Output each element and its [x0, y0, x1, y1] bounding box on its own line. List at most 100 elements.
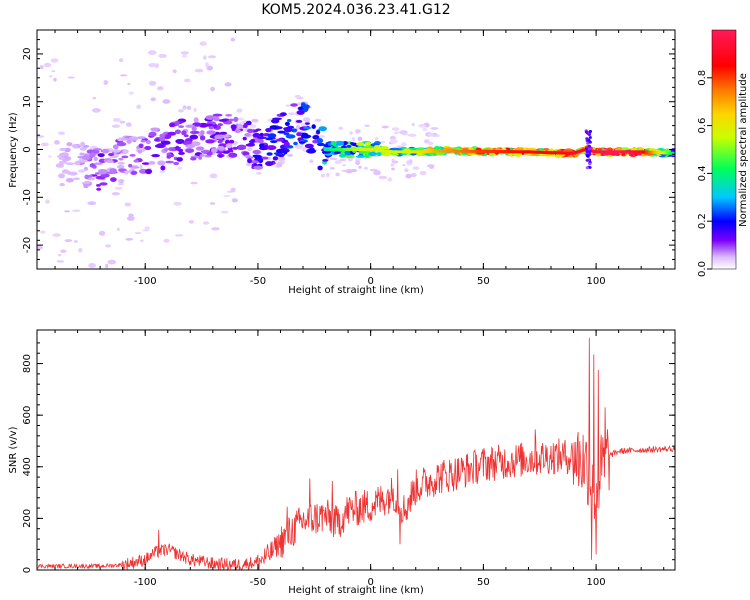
spectrogram-cell [181, 130, 187, 136]
colorbar: 0.0 0.2 0.4 0.6 0.8 Normalized spectral ampl… [697, 29, 749, 277]
spectrogram-cell [175, 145, 180, 151]
spectrogram-cell [269, 125, 278, 130]
x-tick-label: 100 [587, 577, 606, 588]
spectrogram-y-axis-label: Frequency (Hz) [8, 112, 19, 188]
spectrogram-speckle [134, 232, 142, 234]
spectrogram-cell [318, 126, 327, 132]
y-tick-label: 10 [22, 95, 33, 108]
spectrogram-speckle [105, 263, 109, 269]
spectrogram-cell [92, 148, 102, 151]
spectrogram-cell [117, 137, 124, 142]
spectrogram-cell [151, 154, 161, 158]
spectrogram-speckle [58, 131, 65, 135]
spectrogram-cell [303, 126, 312, 130]
spectrogram-speckle [150, 97, 156, 102]
spectrogram-speckle [37, 135, 45, 138]
spectrogram-cell [78, 159, 88, 163]
spectrogram-speckle [92, 108, 101, 113]
spectrogram-cell [178, 125, 185, 128]
spectrogram-speckle [48, 155, 52, 158]
spectrogram-speckle [128, 213, 134, 218]
spectrogram-cell [280, 112, 287, 116]
spectrogram-cell [80, 141, 86, 147]
spectrogram-speckle [128, 91, 134, 95]
spectrogram-cell [597, 147, 603, 151]
spectrogram-cell [195, 146, 205, 151]
spectrogram-cell [84, 174, 90, 180]
spectrogram-speckle [203, 221, 210, 225]
x-tick-label: 0 [367, 276, 373, 287]
spectrogram-cell [206, 152, 213, 156]
y-tick-label: -10 [22, 189, 33, 205]
spectrogram-speckle [172, 69, 177, 74]
spectrogram-speckle [210, 86, 216, 92]
spectrogram-cell [174, 120, 180, 126]
spectrogram-speckle [87, 201, 97, 206]
spectrogram-cell [141, 162, 151, 165]
spectrogram-cell [259, 132, 264, 137]
spectrogram-speckle [74, 240, 78, 243]
spectrogram-cell [284, 141, 290, 147]
spectrogram-speckle [342, 164, 346, 167]
y-tick-label: 800 [22, 354, 33, 373]
spectrogram-cell [287, 119, 292, 122]
spectrogram-speckle [230, 37, 235, 42]
spectrogram-cell [165, 160, 174, 164]
spectrogram-cell [58, 173, 66, 179]
spectrogram-cell [316, 142, 325, 147]
spectrogram-cell [81, 181, 91, 185]
spectrogram-speckle [186, 105, 192, 110]
spectrogram-cell [584, 130, 589, 134]
spectrogram-cell [108, 153, 115, 156]
spectrogram-cell [266, 152, 273, 156]
snr-x-axis-label: Height of straight line (km) [288, 585, 424, 596]
spectrogram-speckle [126, 216, 135, 221]
snr-series-line [37, 337, 675, 570]
figure-title: KOM5.2024.036.23.41.G12 [261, 2, 450, 18]
spectrogram-cell [276, 138, 284, 142]
spectrogram-cell [229, 118, 234, 122]
spectrogram-cell [159, 136, 166, 142]
colorbar-gradient [711, 29, 737, 270]
spectrogram-speckle [203, 55, 207, 60]
spectrogram-cell [611, 153, 618, 156]
spectrogram-cell [190, 157, 197, 161]
spectrogram-speckle [287, 154, 294, 157]
spectrogram-speckle [111, 192, 121, 196]
spectrogram-speckle [193, 107, 197, 113]
spectrogram-speckle [374, 136, 379, 141]
spectrogram-cell [444, 147, 454, 150]
spectrogram-speckle [188, 220, 194, 224]
spectrogram-cell [252, 149, 261, 155]
spectrogram-speckle [224, 82, 232, 87]
spectrogram-speckle [208, 55, 216, 59]
spectrogram-cell [206, 130, 216, 135]
spectrogram-cell [79, 147, 87, 151]
spectrogram-cell [225, 143, 233, 149]
spectrogram-speckle [222, 195, 231, 198]
spectrogram-cell [73, 144, 79, 149]
spectrogram-cell [118, 179, 125, 184]
spectrogram-cell [272, 156, 279, 161]
colorbar-ticks: 0.0 0.2 0.4 0.6 0.8 [697, 70, 712, 277]
y-tick-label: 200 [22, 509, 33, 528]
spectrogram-cell [160, 165, 166, 171]
spectrogram-cell [309, 147, 315, 151]
spectrogram-speckle [349, 131, 353, 135]
spectrogram-cell [257, 139, 264, 144]
spectrogram-cell [116, 164, 125, 169]
spectrogram-cell [232, 146, 238, 150]
spectrogram-cell [588, 150, 592, 153]
spectrogram-speckle [426, 164, 435, 168]
colorbar-tick-label: 0.0 [697, 261, 708, 277]
spectrogram-speckle [111, 124, 121, 128]
spectrogram-cell [204, 123, 214, 127]
spectrogram-cell [218, 155, 223, 158]
spectrogram-cell [587, 144, 591, 148]
spectrogram-cell [229, 139, 235, 144]
spectrogram-speckle [422, 128, 428, 131]
spectrogram-cell [296, 110, 305, 115]
spectrogram-cell [283, 150, 288, 155]
spectrogram-cell [508, 153, 513, 157]
